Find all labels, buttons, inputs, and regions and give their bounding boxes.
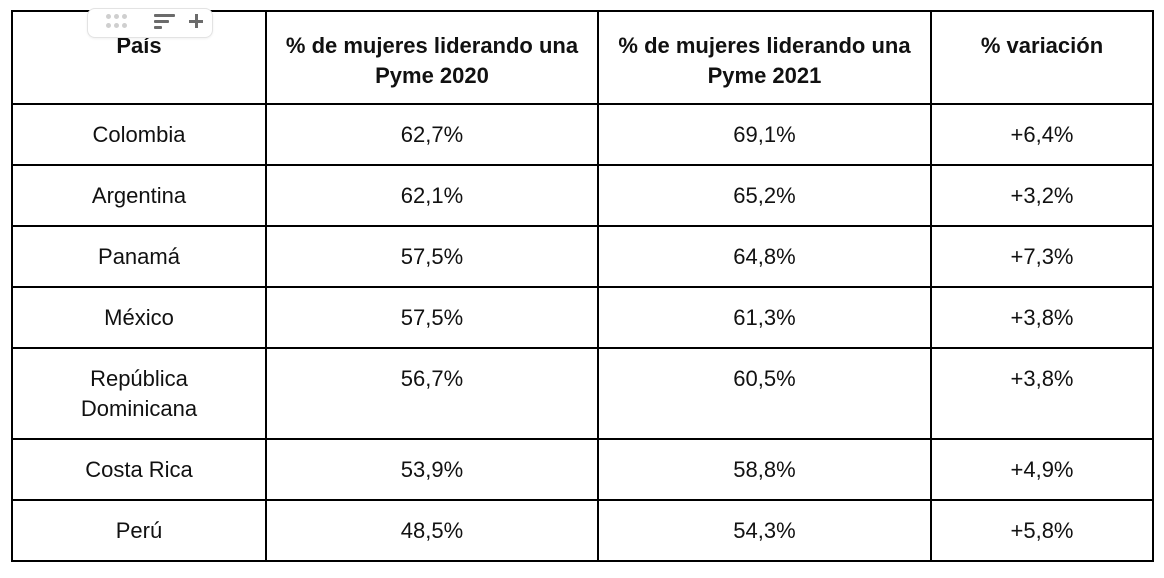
cell-pct-2020[interactable]: 57,5%	[265, 225, 599, 288]
cell-pct-2021[interactable]: 65,2%	[597, 164, 932, 227]
cell-variation[interactable]: +3,8%	[930, 347, 1154, 440]
cell-pct-2021[interactable]: 69,1%	[597, 103, 932, 166]
cell-country[interactable]: Costa Rica	[11, 438, 267, 501]
header-pct-2020[interactable]: % de mujeres liderando una Pyme 2020	[265, 10, 599, 105]
table-row: Colombia 62,7% 69,1% +6,4%	[11, 103, 1154, 166]
header-pct-2021[interactable]: % de mujeres liderando una Pyme 2021	[597, 10, 932, 105]
cell-pct-2021[interactable]: 64,8%	[597, 225, 932, 288]
cell-pct-2020[interactable]: 53,9%	[265, 438, 599, 501]
table-row: Argentina 62,1% 65,2% +3,2%	[11, 164, 1154, 227]
table-toolbar	[87, 8, 213, 38]
add-icon[interactable]	[188, 13, 204, 29]
cell-country[interactable]: Panamá	[11, 225, 267, 288]
cell-pct-2020[interactable]: 56,7%	[265, 347, 599, 440]
cell-pct-2021[interactable]: 61,3%	[597, 286, 932, 349]
cell-country[interactable]: Colombia	[11, 103, 267, 166]
header-variation[interactable]: % variación	[930, 10, 1154, 105]
table-row: Panamá 57,5% 64,8% +7,3%	[11, 225, 1154, 288]
cell-variation[interactable]: +6,4%	[930, 103, 1154, 166]
cell-variation[interactable]: +3,2%	[930, 164, 1154, 227]
cell-variation[interactable]: +7,3%	[930, 225, 1154, 288]
cell-pct-2020[interactable]: 48,5%	[265, 499, 599, 562]
sort-icon[interactable]	[154, 14, 176, 30]
data-table: País % de mujeres liderando una Pyme 202…	[11, 10, 1154, 562]
cell-pct-2021[interactable]: 54,3%	[597, 499, 932, 562]
cell-country[interactable]: República Dominicana	[11, 347, 267, 440]
cell-pct-2021[interactable]: 60,5%	[597, 347, 932, 440]
cell-pct-2021[interactable]: 58,8%	[597, 438, 932, 501]
header-row: País % de mujeres liderando una Pyme 202…	[11, 10, 1154, 105]
cell-country[interactable]: México	[11, 286, 267, 349]
table-row: Perú 48,5% 54,3% +5,8%	[11, 499, 1154, 562]
cell-country[interactable]: Argentina	[11, 164, 267, 227]
table-row: Costa Rica 53,9% 58,8% +4,9%	[11, 438, 1154, 501]
cell-variation[interactable]: +4,9%	[930, 438, 1154, 501]
table-row: México 57,5% 61,3% +3,8%	[11, 286, 1154, 349]
table-container: País % de mujeres liderando una Pyme 202…	[11, 8, 1154, 562]
cell-variation[interactable]: +5,8%	[930, 499, 1154, 562]
cell-variation[interactable]: +3,8%	[930, 286, 1154, 349]
table-row: República Dominicana 56,7% 60,5% +3,8%	[11, 347, 1154, 440]
cell-pct-2020[interactable]: 57,5%	[265, 286, 599, 349]
cell-pct-2020[interactable]: 62,1%	[265, 164, 599, 227]
cell-country[interactable]: Perú	[11, 499, 267, 562]
drag-handle-icon[interactable]	[106, 14, 132, 30]
cell-pct-2020[interactable]: 62,7%	[265, 103, 599, 166]
